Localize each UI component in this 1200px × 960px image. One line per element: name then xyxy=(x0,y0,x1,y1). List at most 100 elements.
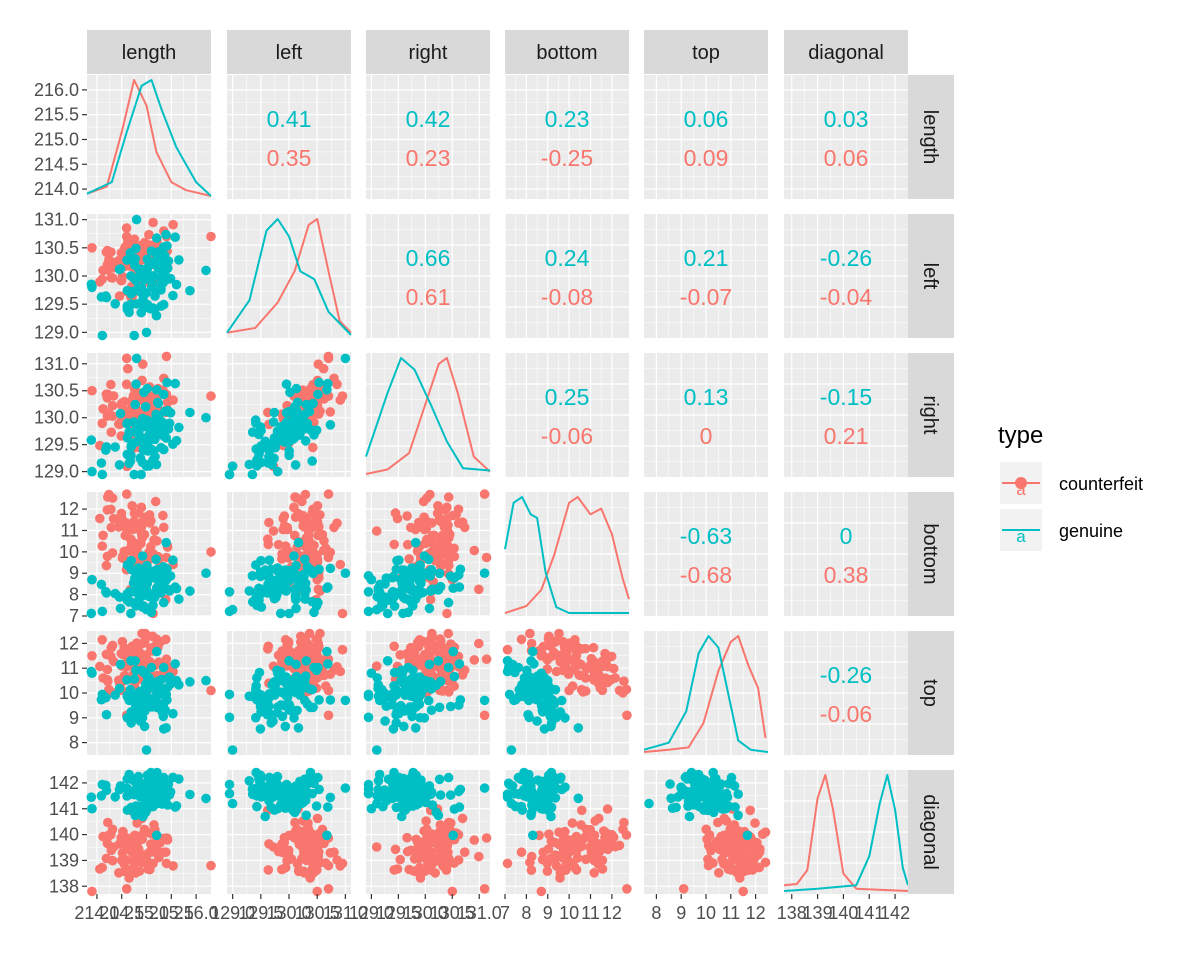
corr-counterfeit: -0.25 xyxy=(541,145,593,171)
point-genuine xyxy=(407,708,417,718)
point-counterfeit xyxy=(284,646,295,656)
point-genuine xyxy=(532,716,542,726)
point-genuine xyxy=(141,745,152,755)
point-genuine xyxy=(681,771,691,782)
point-genuine xyxy=(141,798,152,809)
point-genuine xyxy=(131,568,142,578)
point-genuine xyxy=(548,708,558,718)
y-tick-label-right: 129.5 xyxy=(34,435,79,455)
point-genuine xyxy=(290,683,301,694)
point-genuine xyxy=(264,780,274,791)
point-genuine xyxy=(114,592,125,602)
point-counterfeit xyxy=(148,858,158,869)
point-counterfeit xyxy=(721,816,732,826)
point-genuine xyxy=(526,810,536,821)
point-counterfeit xyxy=(161,858,172,869)
point-genuine xyxy=(137,551,148,561)
point-genuine xyxy=(271,592,281,603)
point-counterfeit xyxy=(136,538,146,549)
y-tick-label-right: 130.5 xyxy=(34,381,79,401)
point-genuine xyxy=(130,810,140,821)
y-tick-label-right: 129.0 xyxy=(34,462,79,482)
point-counterfeit xyxy=(406,845,416,856)
point-counterfeit xyxy=(206,860,216,871)
point-genuine xyxy=(165,787,176,797)
point-counterfeit xyxy=(702,834,712,844)
point-counterfeit xyxy=(564,860,574,871)
point-genuine xyxy=(126,441,136,452)
point-counterfeit xyxy=(132,845,142,856)
y-tick-label-bottom: 10 xyxy=(59,542,79,562)
point-counterfeit xyxy=(206,685,216,696)
point-genuine xyxy=(300,554,310,565)
point-genuine xyxy=(129,469,139,480)
y-tick-label-left: 130.5 xyxy=(34,238,79,258)
x-tick-label-right: 131.0 xyxy=(457,903,502,923)
point-genuine xyxy=(87,466,97,477)
point-genuine xyxy=(309,662,319,673)
point-counterfeit xyxy=(421,816,431,826)
point-counterfeit xyxy=(309,674,320,685)
point-genuine xyxy=(142,254,153,265)
corr-genuine: -0.26 xyxy=(820,662,872,688)
point-counterfeit xyxy=(308,442,318,453)
point-genuine xyxy=(363,784,374,794)
corr-genuine: 0 xyxy=(840,523,853,549)
point-counterfeit xyxy=(597,864,608,874)
point-counterfeit xyxy=(714,868,724,878)
point-genuine xyxy=(165,571,176,581)
point-counterfeit xyxy=(569,835,579,845)
point-genuine xyxy=(388,586,398,597)
point-genuine xyxy=(158,724,169,734)
point-genuine xyxy=(150,701,160,711)
point-genuine xyxy=(556,695,567,706)
density-counterfeit xyxy=(365,357,491,475)
point-genuine xyxy=(307,788,318,799)
point-counterfeit xyxy=(567,818,578,828)
point-counterfeit xyxy=(107,493,118,503)
point-genuine xyxy=(266,718,277,728)
point-counterfeit xyxy=(151,634,162,644)
point-genuine xyxy=(301,585,312,595)
panel-bg xyxy=(366,75,490,199)
point-counterfeit xyxy=(536,886,547,897)
point-genuine xyxy=(252,801,262,812)
point-genuine xyxy=(272,708,283,718)
point-genuine xyxy=(224,779,235,790)
point-counterfeit xyxy=(323,685,334,696)
point-genuine xyxy=(157,686,167,697)
strip-label-diagonal: diagonal xyxy=(808,42,884,64)
point-genuine xyxy=(507,659,518,670)
y-tick-label-bottom: 12 xyxy=(59,499,79,519)
x-tick-label-left: 129.0 xyxy=(210,903,255,923)
corr-counterfeit: 0.35 xyxy=(267,145,312,171)
point-genuine xyxy=(124,769,134,780)
point-counterfeit xyxy=(402,539,413,550)
strip-top-length xyxy=(87,30,211,74)
point-counterfeit xyxy=(743,865,754,875)
point-genuine xyxy=(721,803,731,814)
x-tick-label-left: 130.5 xyxy=(295,903,340,923)
panel-top-length xyxy=(86,628,216,755)
point-genuine xyxy=(454,700,464,710)
corr-counterfeit: 0.38 xyxy=(824,562,869,588)
point-genuine xyxy=(390,683,401,694)
point-counterfeit xyxy=(121,353,132,364)
point-counterfeit xyxy=(101,560,112,571)
point-counterfeit xyxy=(425,847,436,857)
point-counterfeit xyxy=(481,654,492,664)
point-counterfeit xyxy=(283,638,294,648)
point-counterfeit xyxy=(449,681,459,691)
y-tick-label-bottom: 8 xyxy=(69,585,79,605)
point-counterfeit xyxy=(158,510,168,521)
point-genuine xyxy=(434,702,445,713)
point-genuine xyxy=(122,418,133,428)
point-genuine xyxy=(122,560,133,570)
point-counterfeit xyxy=(106,379,116,390)
point-genuine xyxy=(412,585,423,595)
point-genuine xyxy=(546,802,557,813)
point-counterfeit xyxy=(309,838,320,849)
point-counterfeit xyxy=(102,393,113,403)
point-genuine xyxy=(252,458,263,469)
point-counterfeit xyxy=(102,664,113,675)
